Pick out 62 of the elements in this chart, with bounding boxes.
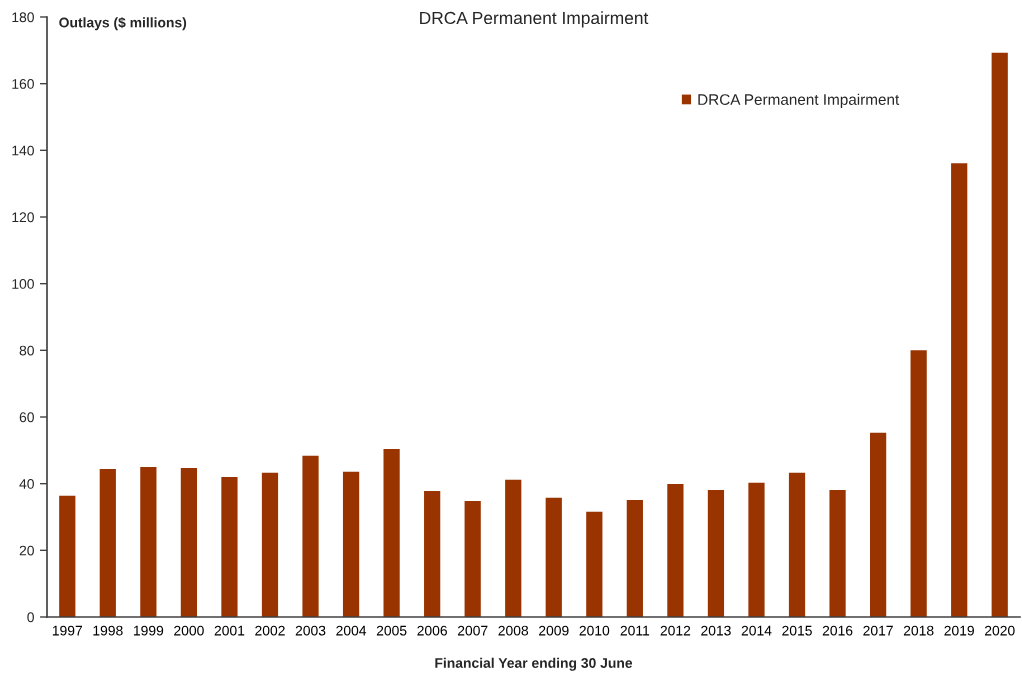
- x-tick-label: 2019: [944, 625, 974, 636]
- y-tick-label: 80: [19, 345, 34, 356]
- y-tick-label: 100: [12, 279, 34, 289]
- bar: [424, 491, 441, 617]
- x-axis-title: Financial Year ending 30 June: [435, 657, 633, 671]
- bar: [667, 484, 684, 617]
- bar: [586, 511, 603, 617]
- y-axis-title: Outlays ($ millions): [59, 17, 187, 31]
- x-tick-label: 2006: [417, 625, 447, 636]
- x-tick-label: 2015: [782, 625, 812, 636]
- x-tick-label: 2002: [255, 625, 285, 636]
- bar: [464, 501, 481, 617]
- x-tick-label: 2001: [214, 625, 245, 636]
- y-tick-label: 140: [12, 145, 34, 156]
- y-tick-label: 120: [12, 212, 34, 223]
- bar: [829, 490, 846, 617]
- x-tick-label: 2008: [498, 625, 529, 636]
- y-tick-label: 0: [27, 612, 34, 623]
- y-tick-label: 180: [12, 12, 34, 23]
- bar: [626, 500, 643, 617]
- bar: [870, 432, 887, 617]
- bar: [140, 467, 157, 617]
- y-tick-label: 20: [19, 545, 34, 556]
- x-tick-label: 2007: [457, 625, 488, 636]
- bar: [788, 472, 806, 617]
- x-tick-label: 1998: [93, 625, 123, 636]
- bar: [180, 468, 197, 617]
- x-tick-label: 2009: [539, 625, 569, 636]
- x-tick-label: 2014: [741, 625, 772, 636]
- bar: [951, 163, 968, 617]
- bar: [342, 471, 360, 617]
- x-tick-label: 2013: [701, 625, 731, 636]
- x-tick-label: 1999: [133, 625, 164, 636]
- bar: [707, 490, 725, 617]
- bar: [383, 449, 400, 617]
- x-tick-label: 2011: [620, 625, 650, 636]
- bar: [261, 472, 279, 617]
- x-tick-label: 2017: [863, 625, 893, 636]
- x-tick-label: 2016: [822, 625, 853, 636]
- bar: [221, 477, 238, 617]
- bar: [99, 469, 116, 617]
- chart-title: DRCA Permanent Impairment: [420, 11, 649, 28]
- bar: [59, 495, 76, 617]
- bar: [505, 479, 522, 617]
- x-tick-label: 2000: [174, 625, 204, 636]
- y-tick-label: 160: [12, 79, 34, 89]
- x-tick-label: 1997: [52, 625, 83, 636]
- bar: [545, 497, 562, 617]
- x-tick-label: 2012: [660, 625, 691, 636]
- x-tick-label: 2004: [336, 625, 367, 636]
- legend-label: DRCA Permanent Impairment: [698, 93, 900, 108]
- x-tick-label: 2020: [984, 625, 1015, 636]
- bar: [991, 52, 1008, 617]
- x-tick-label: 2005: [376, 625, 407, 636]
- bar: [910, 350, 927, 617]
- x-tick-label: 2003: [295, 625, 326, 636]
- x-tick-label: 2010: [579, 625, 610, 636]
- bar: [748, 482, 765, 617]
- y-tick-label: 60: [19, 412, 34, 423]
- bar: [302, 455, 319, 617]
- y-tick-label: 40: [19, 479, 34, 489]
- x-tick-label: 2018: [903, 625, 934, 636]
